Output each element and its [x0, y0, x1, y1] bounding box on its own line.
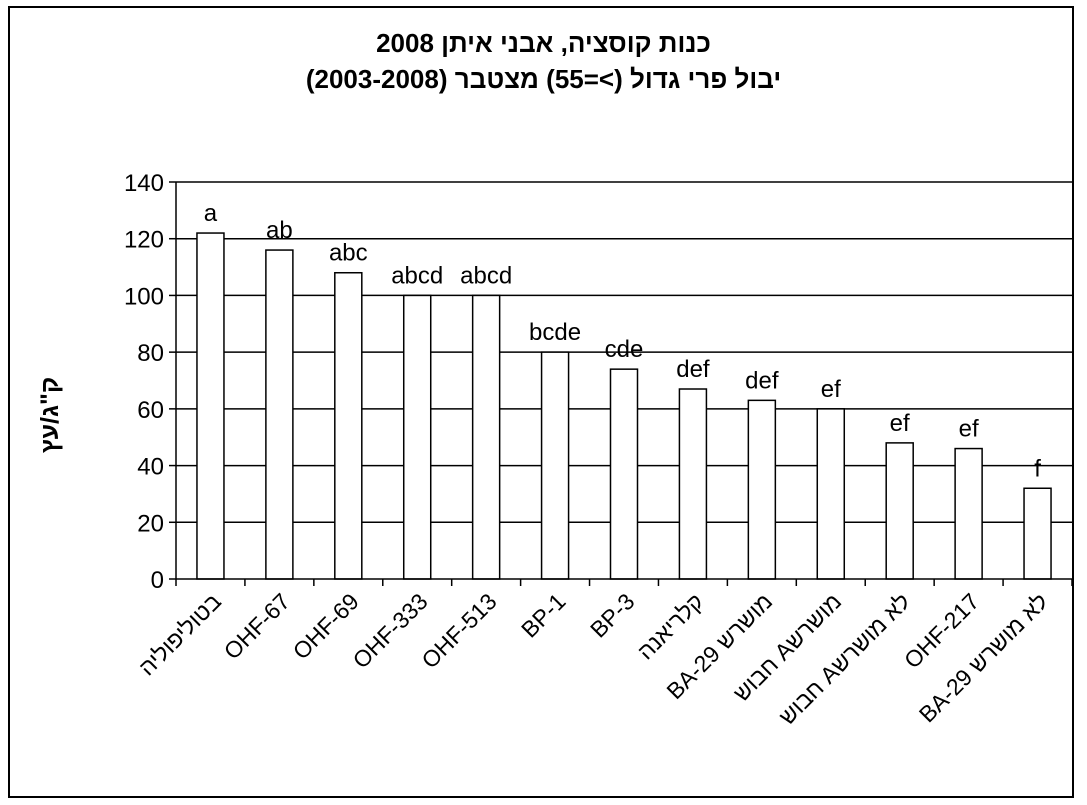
significance-label: ab [266, 217, 293, 244]
bar [747, 399, 777, 580]
significance-label: abc [329, 240, 368, 267]
bar [334, 271, 363, 580]
bar [540, 351, 570, 580]
category-label: OHF-333 [347, 588, 432, 673]
bars [196, 232, 1052, 580]
y-tick-label: 120 [124, 227, 164, 254]
significance-label: bcde [529, 319, 581, 346]
category-label: חבוש Aלא מושרש [774, 588, 915, 729]
bar [471, 294, 501, 580]
significance-label: ef [890, 410, 910, 437]
y-tick-label: 20 [137, 510, 164, 537]
significance-label: f [1034, 455, 1041, 482]
y-axis-label: ק"ג/עץ [36, 377, 64, 453]
y-tick-label: 140 [124, 170, 164, 197]
y-tick-label: 0 [151, 567, 164, 594]
significance-label: def [745, 367, 779, 394]
bar [196, 232, 225, 580]
significance-label: a [204, 200, 218, 227]
bar [1023, 487, 1052, 580]
y-tick-label: 80 [137, 340, 164, 367]
y-tick-label: 100 [124, 283, 164, 310]
bar [885, 442, 914, 580]
bar [609, 368, 639, 580]
bar [265, 249, 294, 580]
significance-label: cde [605, 336, 644, 363]
category-label: OHF-513 [416, 588, 501, 673]
axes [169, 181, 1073, 586]
chart-title: כנות קוסציה, אבני איתן 2008 [376, 28, 711, 58]
significance-label: def [676, 356, 710, 383]
significance-label: abcd [391, 262, 443, 289]
bar [678, 388, 708, 580]
significance-label: ef [959, 416, 979, 443]
y-tick-label: 60 [137, 397, 164, 424]
bar [816, 408, 846, 580]
chart-subtitle: יבול פרי גדול (>=55) מצטבר (2003-2008) [305, 64, 782, 94]
y-tick-label: 40 [137, 454, 164, 481]
category-label: BP-3 [585, 588, 640, 643]
category-label: OHF-67 [219, 588, 295, 664]
bar [402, 294, 432, 580]
category-label: BA-29 לא מושרש [914, 588, 1053, 727]
y-tick-labels: 0 20 40 60 80 100 120 140 [124, 170, 164, 594]
significance-label: abcd [460, 262, 512, 289]
category-label: בטוליפוליה [134, 588, 226, 680]
significance-label: ef [821, 376, 841, 403]
bar [954, 447, 983, 580]
category-label: BP-1 [516, 588, 571, 643]
